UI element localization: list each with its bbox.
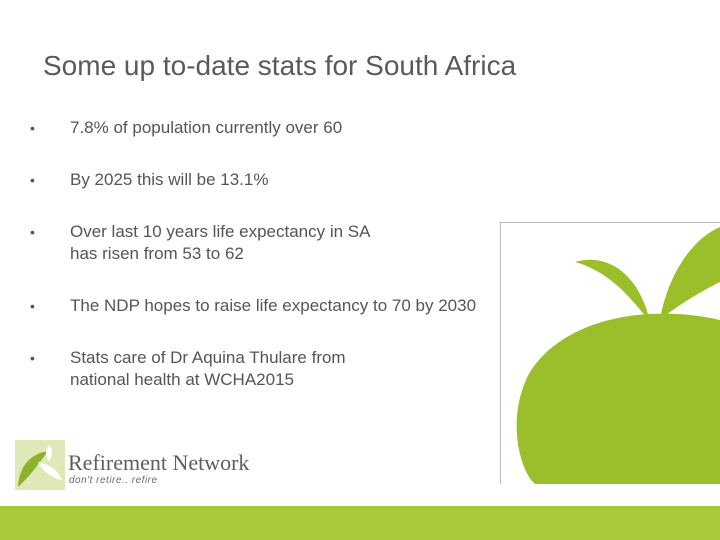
bullet-text-continuation: has risen from 53 to 62 [70, 244, 244, 263]
logo: Refirement Network don't retire.. refire [15, 440, 260, 492]
bullet-marker: • [30, 298, 35, 314]
logo-name: Refirement Network [68, 450, 250, 475]
bullet-text-continuation: national health at WCHA2015 [70, 370, 294, 389]
footer-bar [0, 506, 720, 540]
logo-leaf-small [46, 445, 52, 461]
leaf-top-left [575, 259, 650, 322]
leaf-large [516, 313, 720, 484]
leaf-graphic-icon [500, 222, 720, 484]
bullet-marker: • [30, 172, 35, 188]
leaf-frame-top [500, 222, 720, 223]
bullet-item: • By 2025 this will be 13.1% [30, 169, 570, 191]
bullet-text: Over last 10 years life expectancy in SA [70, 222, 371, 241]
leaf-logo-icon [15, 440, 65, 490]
bullet-text: The NDP hopes to raise life expectancy t… [70, 296, 477, 315]
logo-leaf-left [18, 451, 48, 487]
bullet-text: By 2025 this will be 13.1% [70, 170, 269, 189]
bullet-item: • 7.8% of population currently over 60 [30, 117, 570, 139]
leaf-frame-left [500, 222, 501, 484]
bullet-marker: • [30, 120, 35, 136]
bullet-item: • The NDP hopes to raise life expectancy… [30, 295, 570, 317]
bullet-marker: • [30, 350, 35, 366]
footer-bar-fill [0, 506, 720, 540]
leaf-top-right [660, 227, 720, 320]
bullet-list: • 7.8% of population currently over 60 •… [30, 117, 570, 421]
bullet-item: • Stats care of Dr Aquina Thulare from n… [30, 347, 570, 391]
slide-title: Some up to-date stats for South Africa [43, 50, 517, 81]
bullet-item: • Over last 10 years life expectancy in … [30, 221, 570, 265]
bullet-text: 7.8% of population currently over 60 [70, 118, 343, 137]
bullet-text: Stats care of Dr Aquina Thulare from [70, 348, 346, 367]
logo-leaf-right [38, 462, 62, 480]
logo-tagline: don't retire.. refire [69, 475, 158, 486]
bullet-marker: • [30, 224, 35, 240]
